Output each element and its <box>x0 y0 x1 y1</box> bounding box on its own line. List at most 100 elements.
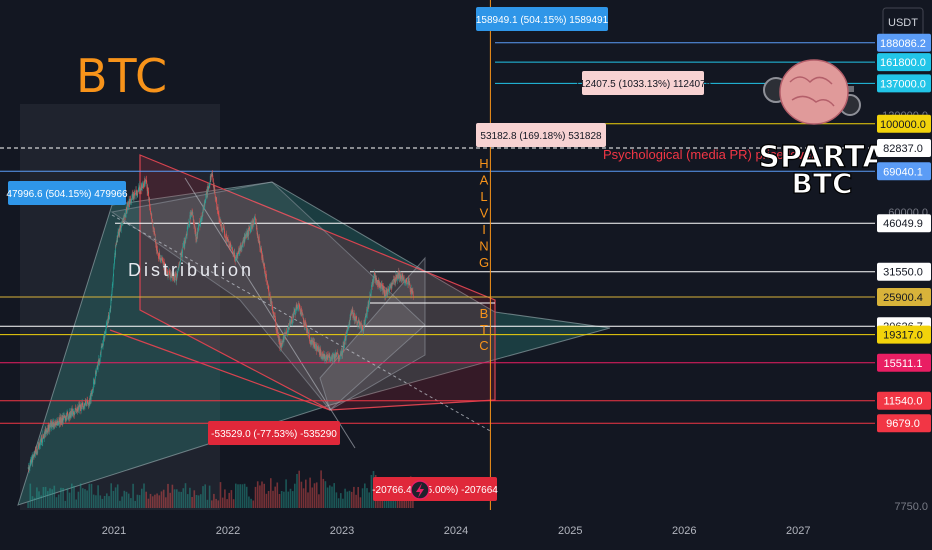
candle-body-659 <box>233 252 235 256</box>
candle-body-876 <box>301 311 303 316</box>
volume-bar-22 <box>75 499 77 508</box>
volume-bar-1 <box>29 483 32 508</box>
candle-body-489 <box>180 254 182 260</box>
candle-body-949 <box>324 354 325 359</box>
candle-body-238 <box>102 343 103 346</box>
candle-body-1101 <box>371 283 373 285</box>
candle-body-562 <box>203 209 204 210</box>
volume-bar-103 <box>252 500 255 508</box>
volume-bar-115 <box>278 494 281 508</box>
candle-body-1018 <box>345 337 347 341</box>
candle-body-339 <box>133 193 135 199</box>
volume-bar-150 <box>355 494 357 508</box>
candle-body-68 <box>49 425 50 431</box>
candle-body-197 <box>89 399 90 404</box>
candle-body-975 <box>332 355 333 357</box>
volume-bar-16 <box>62 488 64 508</box>
volume-bar-118 <box>285 479 287 508</box>
candle-body-337 <box>133 194 134 196</box>
candle-body-891 <box>306 324 307 330</box>
candle-body-620 <box>221 222 223 229</box>
candle-body-1097 <box>370 294 372 297</box>
candle-body-465 <box>173 275 174 278</box>
candle-body-1179 <box>396 274 397 279</box>
candle-body-960 <box>327 356 329 360</box>
candle-body-602 <box>215 198 217 200</box>
candle-body-37 <box>39 443 40 445</box>
candle-body-154 <box>75 408 77 410</box>
candle-body-641 <box>228 240 229 242</box>
candle-body-679 <box>239 247 241 251</box>
candle-body-120 <box>65 417 66 421</box>
candle-body-346 <box>135 190 137 191</box>
candle-body-1158 <box>389 285 391 287</box>
candle-body-1203 <box>403 277 405 279</box>
candle-body-1108 <box>373 273 375 277</box>
candle-body-205 <box>91 391 93 394</box>
candle-body-207 <box>92 389 94 391</box>
candle-body-299 <box>121 222 122 227</box>
candle-body-1102 <box>372 281 373 284</box>
candle-body-742 <box>259 241 261 248</box>
candle-body-262 <box>109 309 111 313</box>
candle-body-676 <box>238 248 240 254</box>
candle-body-866 <box>298 302 299 307</box>
candle-body-1010 <box>343 344 344 350</box>
candle-body-799 <box>277 328 278 332</box>
candle-body-649 <box>230 244 232 248</box>
candle-body-1037 <box>351 311 353 314</box>
candle-body-1080 <box>365 315 366 322</box>
candle-body-381 <box>146 186 148 192</box>
candle-body-324 <box>129 199 130 204</box>
volume-bar-60 <box>158 495 161 508</box>
candle-body-1214 <box>406 283 408 285</box>
volume-bar-96 <box>237 484 239 508</box>
candle-body-853 <box>294 309 295 312</box>
candle-body-251 <box>106 324 107 326</box>
candle-body-432 <box>162 261 164 263</box>
candle-body-247 <box>104 332 106 333</box>
candle-body-79 <box>52 424 54 428</box>
time-tick-2: 2023 <box>330 525 354 537</box>
candle-body-269 <box>111 287 113 293</box>
candle-body-1038 <box>352 310 353 312</box>
volume-bar-152 <box>359 497 362 508</box>
candle-body-935 <box>319 348 321 355</box>
candle-body-460 <box>171 274 173 278</box>
candle-body-1035 <box>351 311 352 313</box>
candle-body-816 <box>282 339 284 341</box>
candle-body-267 <box>111 296 112 297</box>
candle-body-1044 <box>353 313 355 317</box>
candle-body-919 <box>314 348 316 349</box>
candle-body-150 <box>74 409 76 412</box>
candle-body-323 <box>128 199 130 206</box>
candle-body-419 <box>158 257 160 258</box>
candle-body-559 <box>202 212 203 213</box>
candle-body-1088 <box>367 305 369 308</box>
candle-body-280 <box>115 245 116 256</box>
candle-body-66 <box>48 425 50 430</box>
candle-body-530 <box>193 220 194 221</box>
candle-body-1059 <box>358 319 360 322</box>
candle-body-393 <box>150 212 152 215</box>
candle-body-1171 <box>393 279 395 280</box>
candle-body-43 <box>41 438 42 442</box>
candle-body-236 <box>101 346 103 348</box>
candle-body-73 <box>50 423 52 424</box>
candle-body-1230 <box>411 290 413 294</box>
candle-body-416 <box>157 253 159 255</box>
volume-bar-88 <box>219 482 222 508</box>
channel-lower-line <box>109 329 331 411</box>
candle-body-1002 <box>340 351 342 356</box>
level-label-8: 25900.4 <box>883 292 923 304</box>
candle-body-447 <box>167 274 169 276</box>
candle-body-926 <box>317 346 318 349</box>
level-label-12: 11540.0 <box>884 396 923 408</box>
candle-body-952 <box>325 359 326 361</box>
candle-body-1 <box>28 467 29 470</box>
candle-body-164 <box>79 404 80 410</box>
candle-body-801 <box>277 333 279 338</box>
candle-body-510 <box>187 227 188 232</box>
candle-body-556 <box>201 217 203 219</box>
